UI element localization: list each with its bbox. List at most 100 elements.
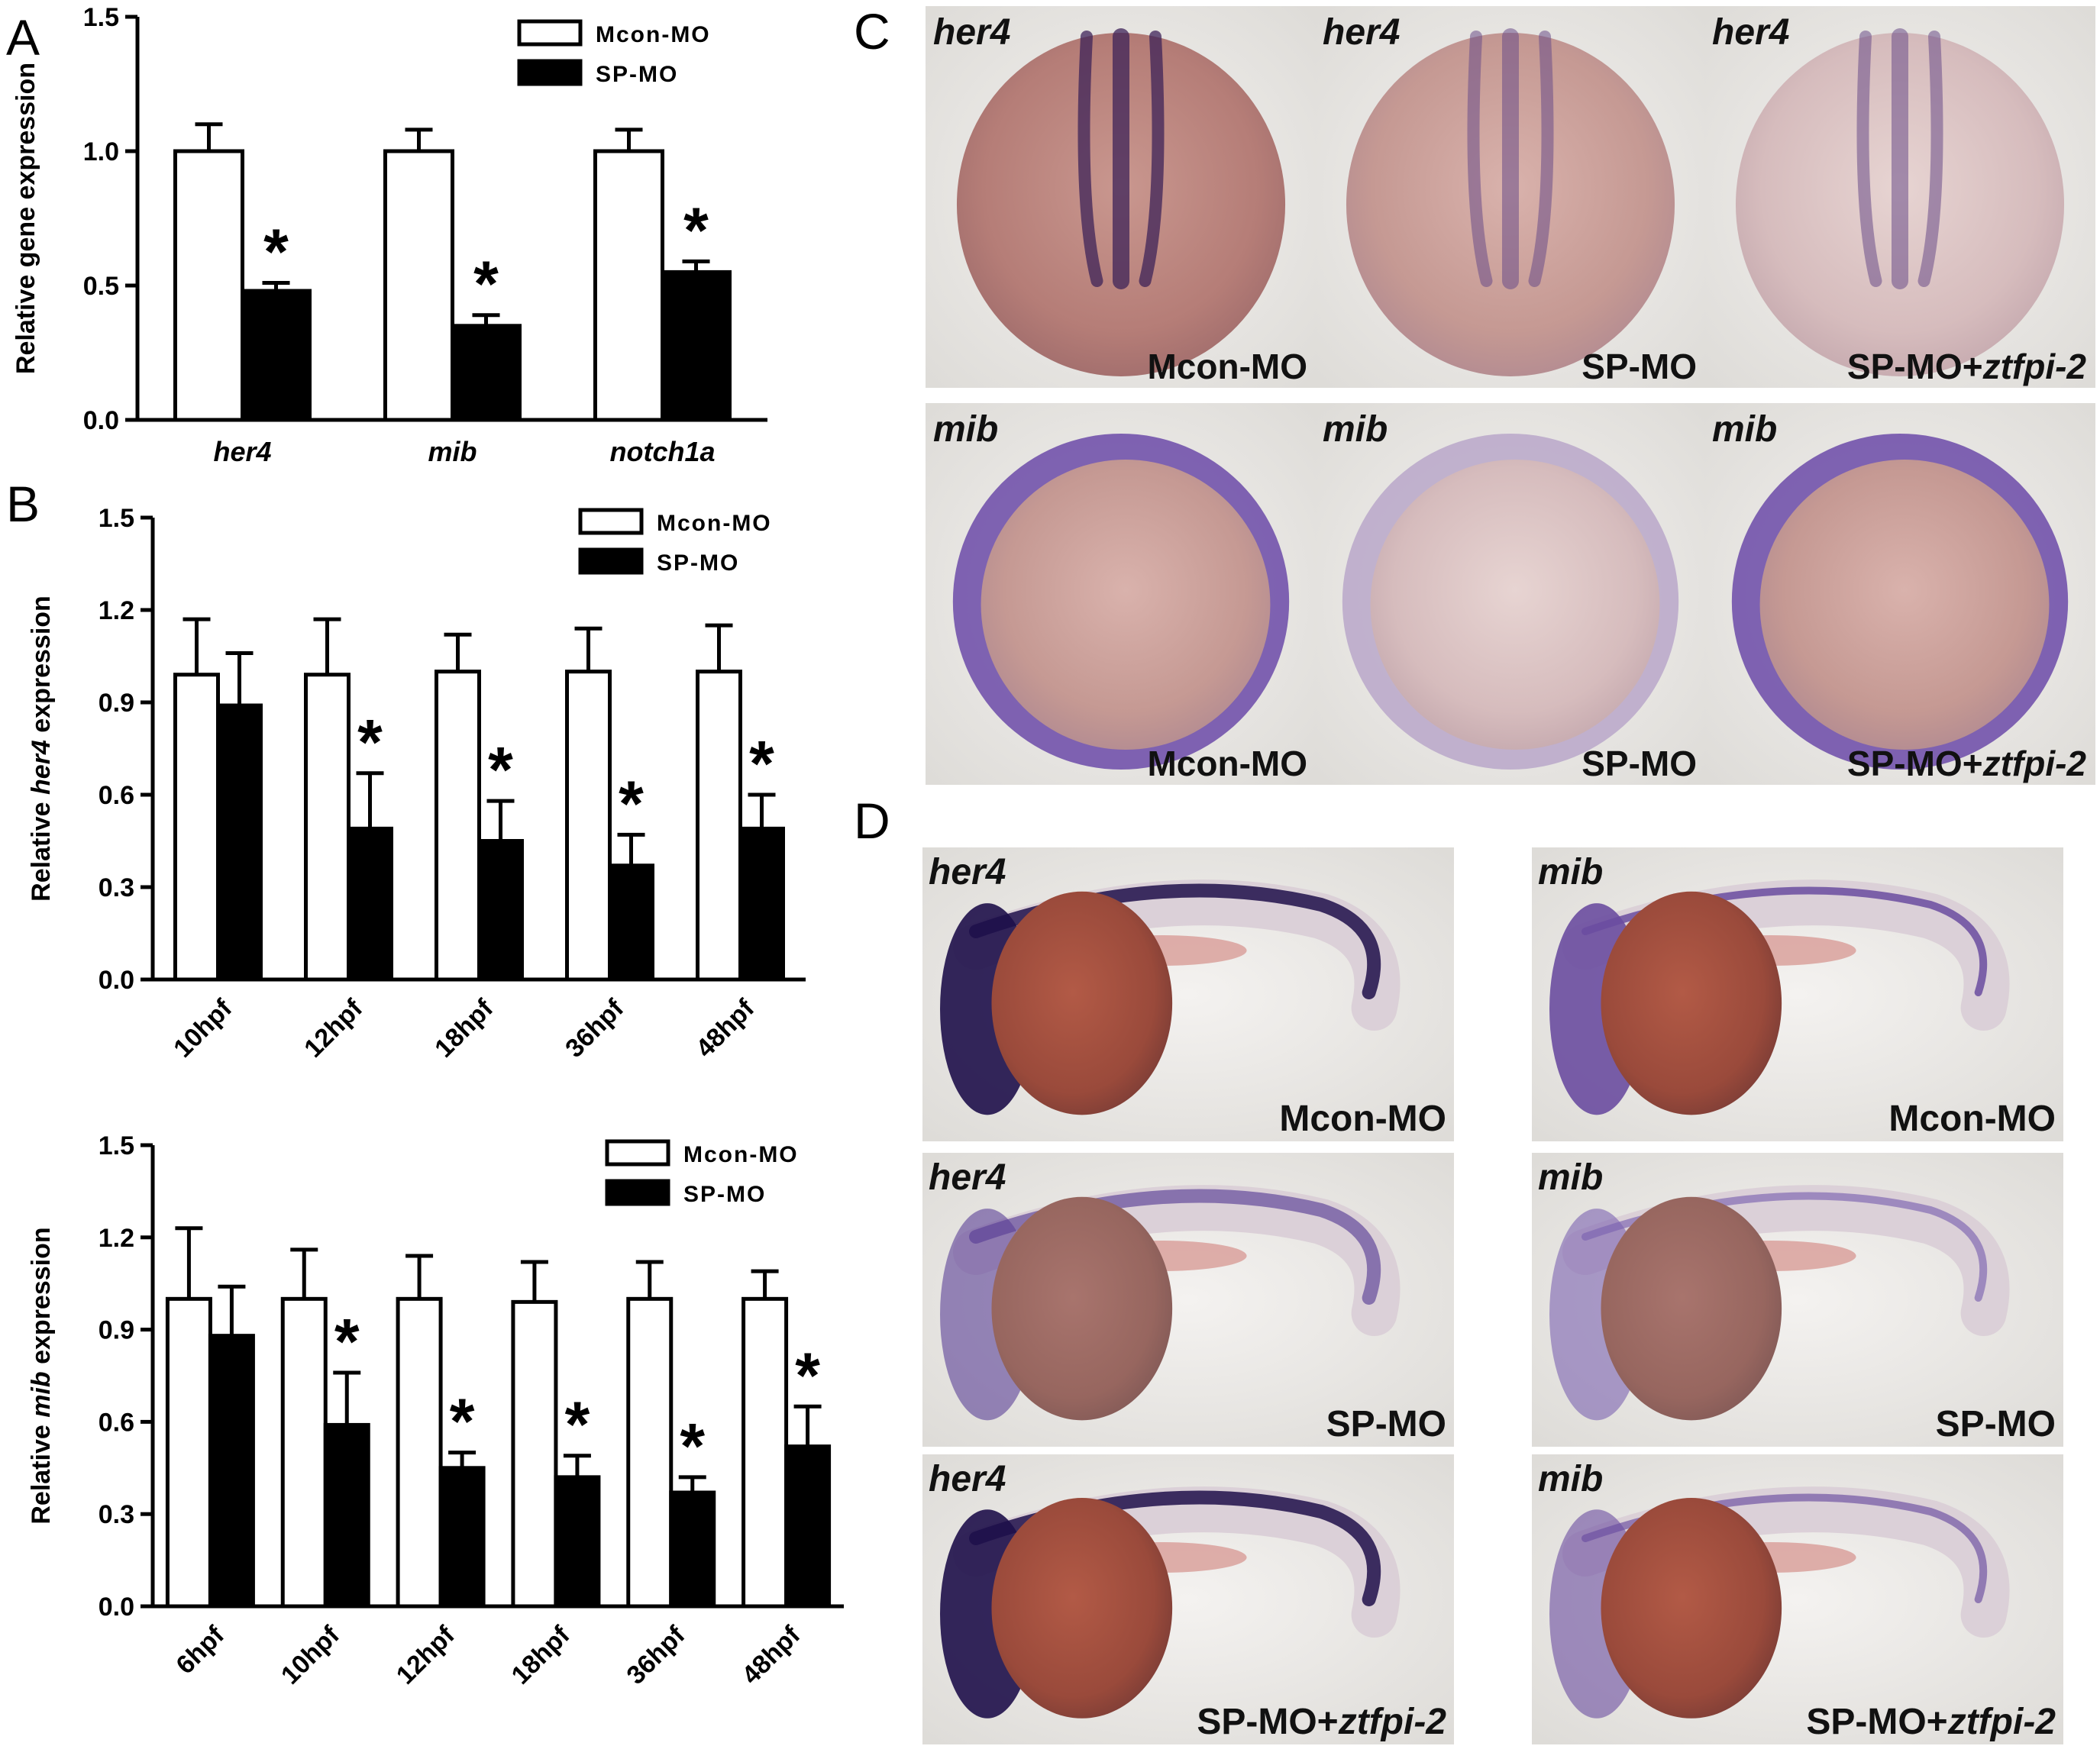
bar-sp-mo-notch1a [661,269,732,422]
legend-swatch-sp-mo [578,547,644,575]
bar-sp-mo-18hpf [477,839,524,982]
condition-label-main: SP-MO+ [1806,1702,1947,1742]
gene-label: mib [1538,1157,1603,1198]
stripe-stain [1077,31,1103,287]
gene-label: her4 [929,1157,1006,1198]
bar-sp-mo-48hpf [784,1444,832,1609]
legend-swatch-sp-mo [517,59,583,86]
bar-sp-mo-her4 [241,289,312,422]
y-tick-label: 0.9 [99,689,134,718]
embryo-yolk [1759,460,2050,750]
bar-mcon-mo-mib [383,149,454,422]
gene-label: her4 [1323,12,1400,53]
stripe-stain [1139,31,1165,287]
significance-asterisk: * [473,248,499,320]
x-tick-label: 18hpf [429,993,499,1063]
bar-mcon-mo-10hpf [173,673,220,982]
x-tick-label: 6hpf [170,1620,230,1680]
condition-label-main: Mcon-MO [1279,1099,1446,1139]
y-axis-label: Relative gene expression [11,63,40,374]
x-tick-label: her4 [213,436,271,467]
chart-relative-her4-expression: 0.0 0.3 0.6 0.9 1.2 1.5 Relative her4 expressi… [27,504,806,1063]
chart-relative-gene-expression: 0.0 0.5 1.0 1.5 Relative gene expression * her… [11,3,767,467]
y-tick-label: 1.5 [99,504,134,533]
gene-label: mib [1538,852,1603,892]
x-tick-label: 48hpf [736,1620,806,1690]
bar-mcon-mo-12hpf [304,673,351,982]
condition-label: SP-MO [1936,1404,2056,1444]
bar-mcon-mo-48hpf [741,1296,789,1609]
bar-sp-mo-36hpf [608,863,654,982]
y-tick-label: 1.0 [83,137,119,166]
bar-mcon-mo-36hpf [626,1296,674,1609]
x-tick-label: mib [428,436,477,467]
significance-asterisk: * [263,215,289,287]
y-axis-label-gene: her4 [27,740,56,795]
x-tick-label: 48hpf [690,993,760,1063]
y-tick-label: 0.9 [99,1316,134,1345]
bar-sp-mo-18hpf [554,1475,601,1609]
stripe-stain [1856,31,1882,287]
gene-label: mib [1323,409,1388,450]
embryo-image-mib-5: mib SP-MO [1315,403,1706,785]
embryo-yolk [1370,460,1660,750]
x-tick-label: notch1a [609,436,715,467]
y-axis-label: Relative her4 expression [27,595,56,902]
bar-sp-mo-mib [451,324,522,422]
condition-label: SP-MO [1581,347,1697,386]
x-tick-label: 12hpf [391,1620,460,1690]
condition-label-main: SP-MO+ [1847,347,1983,386]
y-axis-label-gene: mib [27,1371,56,1417]
y-tick-label: 1.2 [99,1224,134,1253]
gene-label: her4 [1712,12,1789,53]
bar-sp-mo-36hpf [669,1490,716,1609]
embryo-image-her4-3: her4 SP-MO+ztfpi-2 [1704,6,2095,388]
chart-relative-mib-expression: 0.0 0.3 0.6 0.9 1.2 1.5 Relative mib expressio… [27,1131,844,1690]
larva-image-mib-4: mib SP-MO [1532,1153,2063,1447]
gene-label: mib [1538,1459,1603,1499]
y-tick-label: 0.6 [99,1408,134,1437]
embryo-image-mib-4: mib Mcon-MO [926,403,1317,785]
larva-yolk [1601,1196,1782,1421]
condition-label: SP-MO+ztfpi-2 [1197,1702,1446,1742]
condition-label-construct: ztfpi-2 [1947,1702,2056,1742]
x-tick-label: 18hpf [506,1620,576,1690]
condition-label-construct: ztfpi-2 [1982,744,2087,783]
y-tick-label: 1.2 [99,596,134,625]
condition-label-main: Mcon-MO [1888,1099,2056,1139]
legend-label-mcon-mo: Mcon-MO [657,511,772,536]
x-tick-label: 10hpf [168,993,237,1063]
bar-sp-mo-48hpf [738,826,785,982]
condition-label-main: SP-MO [1326,1404,1446,1444]
y-tick-label: 0.5 [83,272,119,301]
legend-label-sp-mo: SP-MO [657,550,739,576]
y-axis-label-suffix: expression [27,1227,56,1371]
y-tick-label: 0.3 [99,873,134,902]
condition-label: Mcon-MO [1279,1099,1446,1139]
panel-c-embryo-images: her4Mcon-MOher4SP-MOher4SP-MO+ztfpi-2mib… [926,6,2095,785]
condition-label-main: Mcon-MO [1147,744,1307,783]
x-tick-label: 36hpf [621,1620,690,1690]
condition-label-main: SP-MO [1581,744,1697,783]
significance-asterisk: * [357,706,383,778]
embryo-image-mib-6: mib SP-MO+ztfpi-2 [1704,403,2095,785]
larva-image-her4-5: her4 SP-MO+ztfpi-2 [922,1454,1454,1744]
condition-label-main: SP-MO+ [1847,744,1983,783]
larva-image-mib-2: mib Mcon-MO [1532,847,2063,1141]
larva-image-her4-1: her4 Mcon-MO [922,847,1454,1141]
legend-label-sp-mo: SP-MO [683,1182,766,1207]
larva-yolk [991,1196,1173,1421]
condition-label: SP-MO [1326,1404,1446,1444]
condition-label-main: SP-MO [1581,347,1697,386]
y-tick-label: 0.6 [99,781,134,810]
gene-label: her4 [929,1459,1006,1499]
larva-image-her4-3: her4 SP-MO [922,1153,1454,1447]
gene-label: mib [933,409,998,450]
bar-mcon-mo-18hpf [511,1299,558,1609]
condition-label-main: SP-MO+ [1197,1702,1338,1742]
legend-label-mcon-mo: Mcon-MO [683,1142,799,1167]
y-tick-label: 0.0 [99,966,134,995]
panel-d-larva-images: her4Mcon-MOmibMcon-MOher4SP-MOmibSP-MOhe… [922,847,2063,1744]
larva-yolk [1601,1497,1782,1719]
